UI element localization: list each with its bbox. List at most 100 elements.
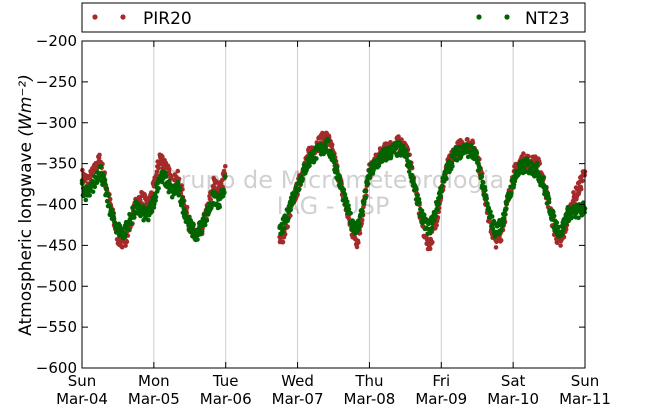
data-point: [554, 240, 560, 246]
data-point: [485, 201, 490, 206]
x-tick-label-day: Tue: [212, 372, 239, 390]
x-tick-label-day: Sun: [571, 372, 600, 390]
data-points: [79, 130, 588, 252]
data-point: [204, 218, 210, 223]
data-point: [341, 187, 347, 193]
legend-label-pir20: PIR20: [143, 9, 192, 29]
data-point: [164, 174, 169, 179]
data-point: [181, 199, 186, 205]
data-point: [436, 202, 442, 207]
data-point: [102, 177, 107, 183]
data-point: [477, 166, 483, 171]
data-point: [475, 157, 480, 163]
data-point: [176, 193, 181, 198]
data-point: [561, 225, 567, 231]
data-point: [504, 201, 510, 207]
data-point: [326, 138, 331, 143]
data-point: [489, 214, 495, 219]
data-point: [300, 176, 306, 182]
data-point: [111, 216, 117, 221]
data-point: [501, 220, 507, 225]
data-point: [160, 154, 165, 160]
data-point: [450, 164, 455, 169]
data-point: [331, 152, 336, 158]
data-point: [474, 150, 480, 156]
data-point: [280, 230, 285, 235]
x-tick-label-day: Mon: [138, 372, 170, 390]
y-axis-label: Atmospheric longwave (Wm⁻²): [16, 74, 36, 336]
data-point: [465, 137, 470, 142]
data-point: [348, 210, 353, 216]
legend-label-nt23: NT23: [525, 9, 570, 29]
data-point: [501, 216, 507, 221]
data-point: [297, 186, 302, 192]
data-point: [153, 198, 158, 203]
y-tick-label: −400: [36, 196, 77, 214]
x-tick-label-date: Mar-10: [487, 390, 539, 408]
data-point: [523, 169, 528, 174]
data-point: [498, 238, 504, 243]
data-point: [191, 222, 196, 227]
x-tick-label-day: Sat: [501, 372, 526, 390]
data-point: [167, 167, 172, 172]
data-point: [565, 204, 571, 210]
data-point: [363, 195, 368, 201]
data-point: [429, 225, 435, 231]
data-point: [551, 209, 556, 215]
data-point: [360, 209, 365, 214]
data-point: [493, 245, 499, 250]
data-point: [400, 143, 406, 149]
x-tick-label-date: Mar-07: [272, 390, 324, 408]
data-point: [396, 134, 401, 139]
data-point: [180, 195, 185, 201]
legend-marker-nt23-a: [476, 14, 482, 20]
data-point: [581, 200, 586, 205]
data-point: [177, 187, 183, 193]
data-point: [414, 186, 419, 192]
data-point: [376, 163, 382, 168]
y-axis-label-unit: (Wm⁻²): [16, 74, 36, 136]
data-point: [111, 210, 116, 216]
axes: −200−250−300−350−400−450−500−550−600SunM…: [36, 32, 611, 408]
series-nt23: [79, 136, 588, 243]
data-point: [380, 159, 385, 164]
data-point: [223, 164, 228, 169]
data-point: [543, 186, 549, 191]
data-point: [338, 180, 344, 186]
data-point: [383, 141, 389, 146]
data-point: [439, 189, 445, 194]
data-point: [107, 204, 112, 209]
x-tick-label-date: Mar-08: [344, 390, 396, 408]
data-point: [152, 201, 157, 207]
data-point: [549, 217, 554, 222]
data-point: [217, 204, 222, 210]
data-point: [480, 180, 486, 185]
data-point: [288, 207, 294, 213]
data-point: [282, 225, 287, 231]
data-point: [483, 187, 488, 193]
data-point: [430, 239, 435, 245]
x-tick-label-day: Thu: [354, 372, 383, 390]
data-point: [163, 170, 168, 176]
data-point: [409, 164, 414, 169]
data-point: [534, 160, 540, 166]
data-point: [554, 220, 560, 225]
data-point: [432, 217, 437, 223]
data-point: [92, 184, 98, 190]
data-point: [136, 202, 142, 208]
data-point: [521, 151, 526, 156]
x-tick-label-day: Fri: [432, 372, 450, 390]
data-point: [433, 213, 439, 219]
data-point: [546, 196, 551, 201]
data-point: [195, 237, 200, 242]
data-point: [563, 221, 569, 227]
data-point: [279, 221, 285, 227]
data-point: [356, 218, 361, 223]
data-point: [558, 243, 563, 248]
y-tick-label: −300: [36, 114, 77, 132]
data-point: [291, 200, 297, 205]
data-point: [307, 163, 312, 168]
data-point: [362, 199, 367, 204]
data-point: [149, 209, 155, 214]
